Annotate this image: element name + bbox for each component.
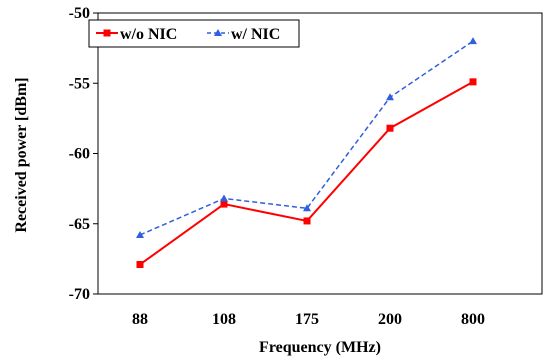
legend: w/o NIC w/ NIC <box>89 20 299 47</box>
data-point-w-nic <box>386 93 394 100</box>
data-point-w-o-nic <box>387 125 394 132</box>
series-layer <box>136 37 477 268</box>
y-tick-label: -50 <box>69 5 90 22</box>
x-tick-label: 800 <box>461 311 485 328</box>
data-point-w-nic <box>469 37 477 44</box>
x-tick-label: 108 <box>212 311 236 328</box>
legend-marker-wo-nic <box>104 30 111 37</box>
data-point-w-o-nic <box>304 217 311 224</box>
y-tick-label: -65 <box>69 216 90 233</box>
x-tick-label: 200 <box>378 311 402 328</box>
data-point-w-o-nic <box>221 201 228 208</box>
data-point-w-nic <box>220 194 228 201</box>
series-line-w-o-nic <box>140 82 473 265</box>
y-tick-label: -60 <box>69 146 90 163</box>
legend-label-w-nic: w/ NIC <box>231 26 280 43</box>
x-axis: 88 108 175 200 800 <box>132 311 485 328</box>
y-tick-label: -55 <box>69 75 90 92</box>
x-axis-title: Frequency (MHz) <box>259 339 381 356</box>
legend-label-wo-nic: w/o NIC <box>120 26 177 43</box>
data-point-w-o-nic <box>470 78 477 85</box>
x-tick-label: 175 <box>295 311 319 328</box>
y-axis-title: Received power [dBm] <box>13 77 30 232</box>
x-tick-label: 88 <box>132 311 148 328</box>
plot-area <box>98 13 542 294</box>
y-tick-label: -70 <box>69 286 90 303</box>
data-point-w-o-nic <box>137 261 144 268</box>
y-axis: -50 -55 -60 -65 -70 <box>69 5 98 303</box>
